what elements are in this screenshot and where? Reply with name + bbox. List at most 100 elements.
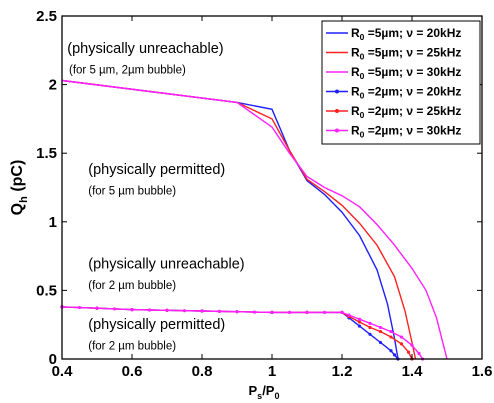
data-point [217,309,222,313]
legend-label: R0 =2µm; ν = 20kHz [351,85,461,101]
legend-label: R0 =2µm; ν = 25kHz [351,104,461,120]
annotation-a5: (physically unreachable) [88,256,244,272]
series-1 [61,79,399,360]
data-point [77,305,82,310]
data-point [399,335,404,339]
x-tick-label: 1 [268,363,276,380]
y-axis-label-sub: h [18,196,30,203]
x-axis-label-sub: s [257,391,262,401]
data-point [368,332,372,336]
x-tick-label: 1.6 [472,363,493,380]
legend-label-tail: =5µm; ν = 25kHz [364,46,461,60]
legend-label-main: R [351,65,360,79]
data-point [410,343,414,347]
legend-item: R0 =2µm; ν = 20kHz [326,85,461,101]
legend-label-main: R [351,104,360,118]
legend-label: R0 =5µm; ν = 25kHz [351,46,461,62]
data-point [270,310,274,314]
legend-item: R0 =5µm; ν = 20kHz [326,26,461,42]
y-axis-label: Qh (pC) [9,160,30,216]
chart-annotations: (physically unreachable) (for 5 µm, 2µm b… [67,41,244,352]
chart-marks [60,79,448,361]
x-axis-label-tail: /P [262,383,275,398]
legend-label-sub: 0 [360,130,365,140]
x-tick-label: 0.4 [52,363,74,380]
data-point [347,313,351,317]
y-tick-label: 1.5 [36,145,57,162]
data-point [417,351,421,356]
legend-label-sub: 0 [360,91,365,101]
x-tick-label: 0.6 [122,363,143,380]
data-point [112,307,117,311]
data-point [305,310,309,314]
data-point [378,340,383,345]
legend-label-tail: =5µm; ν = 30kHz [364,65,461,79]
legend-label-sub: 0 [360,52,365,62]
annotation-a4: (for 5 µm bubble) [88,185,176,197]
legend-item: R0 =5µm; ν = 25kHz [326,46,461,62]
data-point [378,329,383,334]
legend-marker [335,89,339,94]
legend-label-sub: 0 [360,110,365,120]
x-axis-label-tail-sub: 0 [274,391,279,401]
data-point [378,325,383,330]
y-tick-label: 2 [49,77,57,94]
legend-label: R0 =5µm; ν = 20kHz [351,26,461,42]
axis-ticks: 0.4 0.6 0.8 1 1.2 1.4 1.6 0 0.5 1 1.5 2 2.5 [36,8,492,380]
series-line [61,79,417,360]
legend-item: R0 =5µm; ν = 30kHz [326,65,461,81]
data-point [399,342,404,346]
annotation-a6: (for 2 µm bubble) [88,280,176,292]
legend-marker [335,109,339,113]
legend-label-main: R [351,26,360,40]
data-point [322,310,327,314]
legend-label-tail: =5µm; ν = 20kHz [364,26,461,40]
legend-item: R0 =2µm; ν = 30kHz [326,124,461,140]
annotation-a7: (physically permitted) [88,317,225,333]
data-point [182,309,187,313]
data-point [406,350,411,354]
y-tick-label: 2.5 [36,8,57,25]
x-tick-label: 0.8 [192,363,213,380]
series-6 [60,305,425,361]
legend-label-tail: =2µm; ν = 30kHz [364,124,461,138]
x-axis-label-main: P [249,383,258,398]
data-point [200,309,204,313]
legend-label-main: R [351,124,360,138]
data-point [357,317,362,321]
data-point [287,310,292,314]
legend-label-sub: 0 [360,32,365,42]
legend-label: R0 =5µm; ν = 30kHz [351,65,461,81]
data-point [147,308,152,312]
data-point [165,308,169,312]
data-point [357,320,362,324]
legend-marker [335,128,339,133]
data-point [389,349,393,353]
annotation-a3: (physically permitted) [88,162,225,178]
data-point [340,310,344,314]
legend-box [321,20,481,145]
y-tick-label: 1 [49,214,57,231]
series-line [61,306,424,360]
legend-label-tail: =2µm; ν = 25kHz [364,104,461,118]
y-axis-label-tail: (pC) [9,160,26,196]
data-point [130,308,134,312]
data-point [368,325,372,330]
y-tick-label: 0.5 [36,282,57,299]
x-axis-label: Ps/P0 [249,383,280,401]
x-tick-label: 1.2 [332,363,353,380]
x-tick-label: 1.4 [402,363,424,380]
annotation-a8: (for 2 µm bubble) [88,340,176,352]
legend-label-sub: 0 [360,71,365,81]
legend-label-main: R [351,46,360,60]
data-point [392,353,397,357]
legend-label-tail: =2µm; ν = 20kHz [364,85,461,99]
data-point [389,335,393,339]
data-point [95,306,99,310]
data-point [357,324,362,328]
legend-item: R0 =2µm; ν = 25kHz [326,104,461,120]
series-3 [61,79,448,360]
y-axis-label-main: Q [9,203,26,215]
